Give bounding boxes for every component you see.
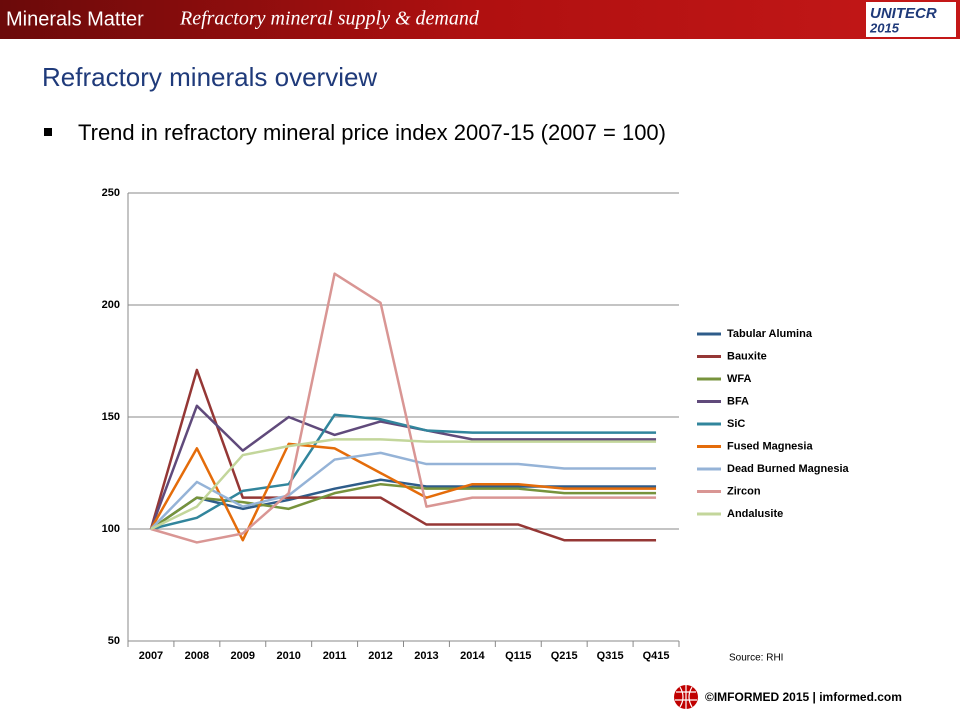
series-line: [150, 272, 657, 544]
globe-lines: [675, 685, 697, 709]
series-line: [150, 413, 657, 531]
y-tick-label: 50: [108, 635, 120, 647]
x-tick-label: 2010: [276, 650, 300, 662]
source: Source: RHI: [729, 653, 783, 664]
series-line: [150, 438, 657, 531]
x-tick-label: 2013: [414, 650, 438, 662]
x-tick-label: 2014: [460, 650, 485, 662]
x-tick-label: Q415: [643, 650, 670, 662]
legend-label: SiC: [727, 418, 745, 430]
x-tick-label: Q315: [597, 650, 624, 662]
tagline: Refractory mineral supply & demand: [179, 8, 480, 30]
header-bar: [0, 0, 960, 39]
series-line: [149, 368, 657, 542]
x-tick-label: 2009: [231, 650, 255, 662]
slide-title: Refractory minerals overview: [42, 62, 377, 92]
legend-label: WFA: [727, 373, 751, 385]
brand: Minerals Matter: [6, 8, 144, 30]
legend-label: Dead Burned Magnesia: [727, 463, 850, 475]
chart: 50 100 150 200 250 2007 2008 2009 2010 2011 2012 20…: [102, 187, 850, 662]
bullet-text: Trend in refractory mineral price index …: [78, 120, 666, 145]
y-tick-label: 200: [102, 299, 120, 311]
x-tick-label: Q215: [551, 650, 578, 662]
series-line: [150, 451, 657, 530]
x-tick-label: 2008: [185, 650, 209, 662]
x-tick-label: 2011: [323, 650, 347, 662]
x-tick-label: 2007: [139, 650, 163, 662]
series-line: [149, 442, 657, 542]
bullet-square: [44, 128, 52, 136]
y-tick-label: 150: [102, 411, 120, 423]
y-tick-label: 100: [102, 523, 120, 535]
legend-label: Zircon: [727, 485, 761, 497]
legend-label: Tabular Alumina: [727, 328, 813, 340]
logo-name: UNITECR: [870, 5, 937, 22]
y-tick-label: 250: [102, 187, 120, 199]
series-line: [150, 478, 657, 531]
legend-label: Fused Magnesia: [727, 440, 813, 452]
logo-year: 2015: [869, 20, 900, 35]
legend-label: BFA: [727, 395, 749, 407]
footer: ©IMFORMED 2015 | imformed.com: [705, 690, 902, 704]
x-tick-label: 2012: [368, 650, 392, 662]
legend-label: Andalusite: [727, 508, 783, 520]
x-tick-label: Q115: [505, 650, 531, 662]
logo-box: [866, 2, 956, 37]
legend-label: Bauxite: [727, 350, 767, 362]
